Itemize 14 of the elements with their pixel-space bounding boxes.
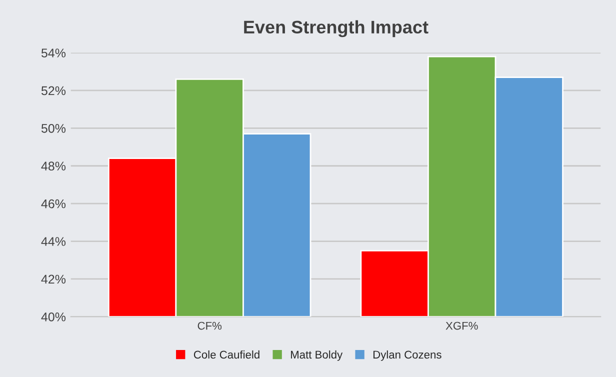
y-tick-label: 48% [41,162,66,171]
x-tick-label: XGF% [446,322,478,330]
y-tick-label: 52% [41,86,66,96]
legend-label: Dylan Cozens [373,350,442,361]
legend-label: Cole Caufield [194,350,260,359]
y-tick-label: 42% [41,274,66,284]
y-tick-label: 46% [41,199,66,208]
y-tick-label: 40% [41,312,66,322]
y-tick-label: 44% [41,237,66,246]
legend-label: Matt Boldy [291,350,343,361]
chart-title: Even Strength Impact [244,20,428,38]
x-tick-label: CF% [198,322,222,330]
y-tick-label: 54% [41,48,66,58]
y-tick-label: 50% [41,124,66,133]
